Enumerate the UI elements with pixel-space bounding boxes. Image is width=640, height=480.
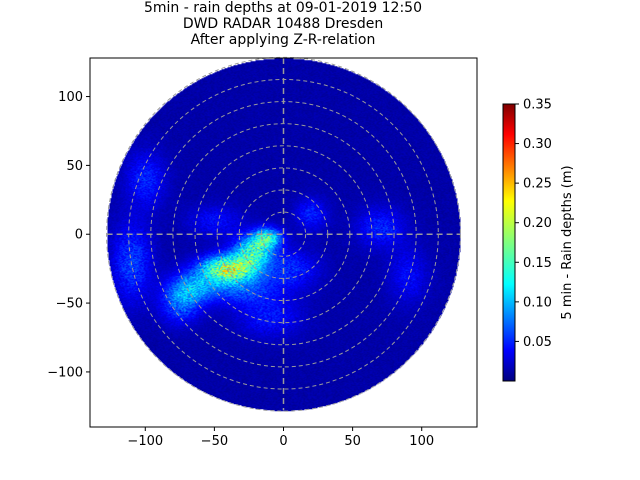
colorbar-tick-label: 0.35 [523,98,552,113]
x-tick-label: 50 [344,434,361,449]
colorbar-tick-label: 0.15 [523,256,552,271]
colorbar-tick-label: 0.30 [523,137,552,152]
x-tick-label: 0 [279,434,287,449]
title-line-2: DWD RADAR 10488 Dresden [182,16,384,32]
colorbar-tick-label: 0.20 [523,216,552,231]
plot-area: −100 −50 0 50 100 −100 −50 0 50 100 [47,56,478,449]
y-tick-label: −50 [56,297,83,312]
y-tick-label: 50 [66,159,83,174]
colorbar-label: 5 min - Rain depths (m) [560,165,575,319]
x-tick-label: −50 [201,434,228,449]
x-tick-label: 100 [409,434,434,449]
colorbar-gradient [502,103,516,382]
range-ring [106,56,461,412]
title-line-1: 5min - rain depths at 09-01-2019 12:50 [144,0,422,16]
y-tick-label: −100 [47,365,83,380]
colorbar-tick-label: 0.10 [523,295,552,310]
y-tick-label: 100 [58,90,83,105]
colorbar-tick-label: 0.25 [523,177,552,192]
colorbar: 0.05 0.10 0.15 0.20 0.25 0.30 0.35 5 min - Rain… [502,98,575,382]
x-tick-label: −100 [127,434,163,449]
range-ring [260,211,307,257]
chart-title: 5min - rain depths at 09-01-2019 12:50 D… [0,0,566,48]
title-line-3: After applying Z-R-relation [190,32,376,48]
colorbar-tick-label: 0.05 [523,335,552,350]
y-tick-label: 0 [75,228,83,243]
